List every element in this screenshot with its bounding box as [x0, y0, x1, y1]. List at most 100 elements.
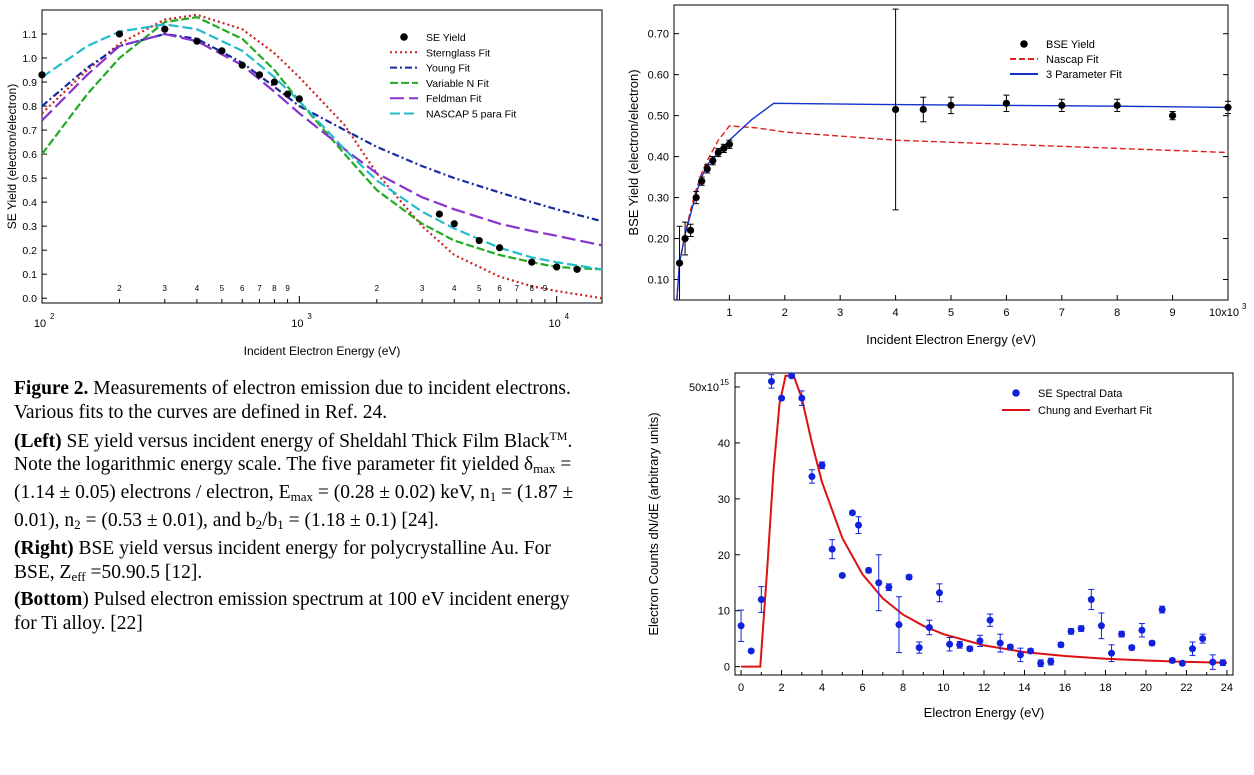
- x-tick-label: 16: [1059, 682, 1071, 694]
- data-point: [681, 234, 689, 243]
- data-point: [1113, 101, 1121, 109]
- y-axis-label: Electron Counts dN/dE (arbitrary units): [646, 412, 661, 635]
- caption-intro: Figure 2. Measurements of electron emiss…: [14, 377, 584, 425]
- x-tick-label: 9: [1170, 307, 1176, 319]
- bse-yield-chart: 0.10 0.20 0.30 0.40 0.50 0.60 0.70 1 2 3 4 5 6 7 8 9 Inc…: [626, 4, 1247, 347]
- y-tick-label: 0.10: [648, 275, 669, 287]
- x-tick-exponent: 3: [1242, 302, 1247, 311]
- data-point: [1169, 112, 1177, 120]
- y-tick-label: 40: [718, 438, 730, 450]
- data-point: [1168, 656, 1176, 664]
- data-point: [737, 622, 745, 630]
- data-point: [238, 61, 246, 69]
- data-point: [553, 263, 561, 271]
- data-point: [757, 596, 765, 603]
- y-tick-label: 1.1: [22, 29, 37, 41]
- y-tick-label: 0.70: [648, 29, 669, 41]
- series-line-young-fit: [41, 32, 603, 223]
- x-axis-label: Incident Electron Energy (eV): [244, 344, 401, 358]
- data-point: [925, 623, 933, 631]
- subscript: max: [533, 461, 556, 477]
- y-tick-label: 0.0: [22, 293, 37, 305]
- data-point: [828, 545, 836, 553]
- data-point: [1057, 641, 1065, 649]
- x-tick-label: 4: [893, 307, 899, 319]
- se-yield-chart: 0.0 0.1 0.2 0.3 0.4 0.5 0.6 0.7 0.8 0.9 1.0 1.1 Inci…: [5, 9, 603, 358]
- data-point: [747, 647, 755, 655]
- caption-bottom: (Bottom) Pulsed electron emission spectr…: [14, 588, 584, 636]
- data-point: [703, 165, 711, 173]
- x-tick-label: 14: [1018, 682, 1030, 694]
- data-point: [947, 101, 955, 109]
- data-point: [788, 372, 796, 380]
- x-tick-label: 6: [859, 682, 865, 694]
- y-tick-exponent: 15: [720, 378, 729, 387]
- x-tick-label: 7: [1059, 307, 1065, 319]
- x-tick-label: 4: [819, 682, 825, 694]
- series-line-sternglass-fit: [41, 13, 603, 300]
- x-tick-label: 0: [738, 682, 744, 694]
- x-tick-label: 8: [1114, 307, 1120, 319]
- series-line-nascap-5-para-fit: [41, 23, 603, 271]
- x-minor-label: 7: [257, 284, 262, 293]
- x-minor-label: 4: [195, 284, 200, 293]
- x-minor-label: 9: [285, 284, 290, 293]
- x-tick-exponent: 4: [565, 312, 570, 321]
- legend-label: NASCAP 5 para Fit: [426, 109, 516, 121]
- data-point: [1118, 630, 1126, 638]
- series-line-variable-n-fit: [41, 16, 603, 271]
- caption-figure-label: Figure 2.: [14, 378, 89, 399]
- legend-label: SE Spectral Data: [1038, 388, 1123, 400]
- data-point: [255, 71, 264, 79]
- data-point: [1178, 659, 1186, 667]
- caption-left-text: . Note the logarithmic energy scale. The…: [14, 430, 573, 476]
- data-point: [1006, 643, 1014, 651]
- data-point: [875, 579, 883, 587]
- subscript: eff: [71, 568, 86, 584]
- legend-label: Variable N Fit: [426, 78, 489, 90]
- y-axis-label: SE Yield (electron/electron): [5, 84, 19, 229]
- data-point: [1077, 625, 1085, 633]
- data-point: [808, 472, 816, 480]
- legend-label: Sternglass Fit: [426, 47, 490, 59]
- plot-frame: [734, 372, 1234, 676]
- series-line-chung-and-everhart-fit: [741, 374, 1227, 668]
- data-point: [818, 461, 826, 469]
- data-point: [956, 641, 964, 649]
- data-point: [1067, 627, 1075, 635]
- x-tick-label: 10: [291, 318, 303, 330]
- data-point: [1189, 645, 1197, 653]
- caption-left-text: = (1.87 ± 0.01), n: [14, 482, 574, 531]
- y-tick-label: 0.5: [22, 173, 37, 185]
- data-point: [854, 521, 862, 529]
- y-tick-label: 0.9: [22, 77, 37, 89]
- data-point: [798, 394, 806, 402]
- data-point: [1097, 622, 1105, 630]
- caption-bottom-label: (Bottom: [14, 589, 83, 611]
- data-point: [270, 78, 279, 86]
- data-point: [1087, 596, 1095, 603]
- x-minor-label: 2: [117, 284, 122, 293]
- x-tick-exponent: 3: [307, 312, 312, 321]
- data-point: [946, 640, 954, 648]
- caption-left-text: = (0.53 ± 0.01), and b: [80, 509, 256, 531]
- x-axis-label: Electron Energy (eV): [924, 705, 1045, 720]
- data-point: [1158, 606, 1166, 614]
- data-point: [895, 621, 903, 629]
- data-point: [1002, 99, 1010, 107]
- x-minor-label: 5: [477, 284, 482, 293]
- y-tick-label: 0.40: [648, 152, 669, 164]
- caption-left-text: = (1.18 ± 0.1) [24].: [283, 509, 439, 531]
- x-minor-label: 8: [272, 284, 277, 293]
- y-tick-label: 50x10: [689, 382, 719, 394]
- data-point: [218, 47, 226, 55]
- y-tick-label: 0.4: [22, 197, 37, 209]
- data-point: [996, 639, 1004, 647]
- data-point: [1016, 651, 1024, 659]
- x-tick-label: 2: [782, 307, 788, 319]
- data-point: [687, 226, 695, 234]
- data-point: [976, 637, 984, 645]
- x-tick-label: 20: [1140, 682, 1152, 694]
- x-minor-label: 6: [497, 284, 502, 293]
- y-tick-label: 0.20: [648, 234, 669, 246]
